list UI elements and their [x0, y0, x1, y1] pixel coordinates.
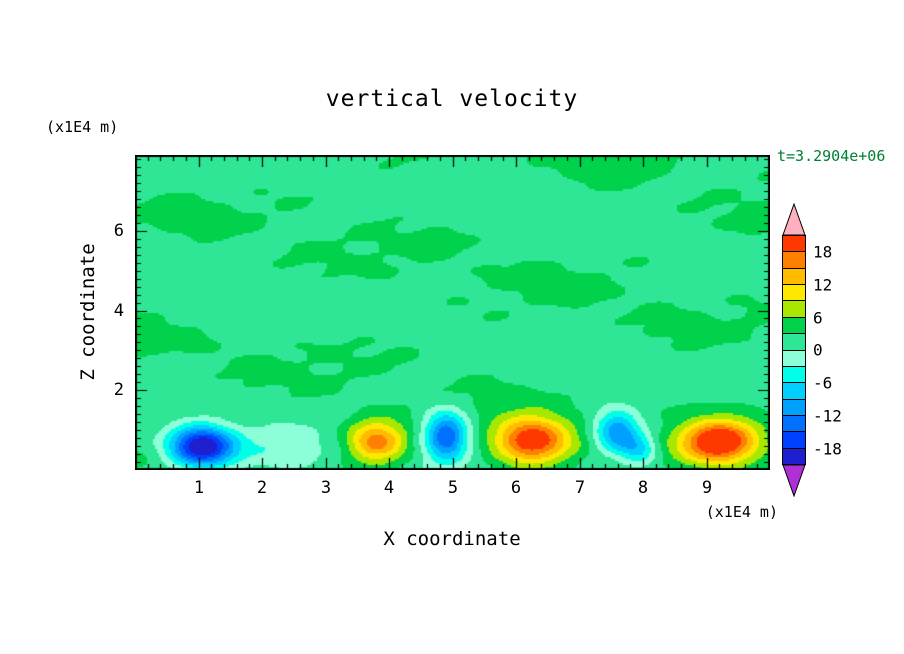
- colorbar-segment: [783, 267, 805, 285]
- x-tick-label: 9: [701, 478, 713, 498]
- contour-field-canvas: [135, 155, 770, 470]
- colorbar-segment: [783, 349, 805, 366]
- x-tick-label: 1: [193, 478, 205, 498]
- x-tick-label: 8: [637, 478, 649, 498]
- colorbar-segment: [783, 316, 805, 334]
- colorbar-label: -6: [813, 373, 833, 393]
- x-axis-title: X coordinate: [383, 528, 521, 550]
- y-tick-label: 4: [113, 301, 124, 321]
- colorbar-label: -18: [813, 439, 842, 459]
- colorbar-segment: [783, 333, 805, 350]
- y-axis-title: Z coordinate: [77, 243, 99, 381]
- colorbar-label: -12: [813, 406, 842, 426]
- colorbar-segment: [783, 382, 805, 399]
- colorbar-segment: [783, 414, 805, 432]
- colorbar-segment: [783, 431, 805, 448]
- colorbar-label: 12: [813, 275, 833, 295]
- colorbar: [782, 235, 806, 465]
- colorbar-segment: [783, 365, 805, 383]
- colorbar-above-range-arrow-icon: [782, 203, 806, 236]
- colorbar-segment: [783, 447, 805, 465]
- colorbar-segment: [783, 251, 805, 268]
- colorbar-segment: [783, 236, 805, 252]
- colorbar-label: 0: [813, 340, 823, 360]
- chart-title: vertical velocity: [325, 86, 579, 112]
- colorbar-segment: [783, 300, 805, 317]
- x-tick-label: 3: [320, 478, 332, 498]
- colorbar-segment: [783, 398, 805, 415]
- x-tick-label: 4: [383, 478, 395, 498]
- colorbar-segment: [783, 284, 805, 301]
- y-tick-label: 6: [113, 221, 124, 241]
- colorbar-label: 6: [813, 308, 823, 328]
- x-tick-label: 7: [574, 478, 586, 498]
- x-axis-unit-label: (x1E4 m): [705, 503, 778, 521]
- y-axis-unit-label: (x1E4 m): [46, 118, 119, 136]
- time-annotation: t=3.2904e+06: [777, 147, 886, 165]
- x-tick-label: 5: [447, 478, 459, 498]
- colorbar-below-range-arrow-icon: [782, 464, 806, 497]
- x-tick-label: 6: [510, 478, 522, 498]
- y-tick-label: 2: [113, 380, 124, 400]
- colorbar-label: 18: [813, 242, 833, 262]
- x-tick-label: 2: [256, 478, 268, 498]
